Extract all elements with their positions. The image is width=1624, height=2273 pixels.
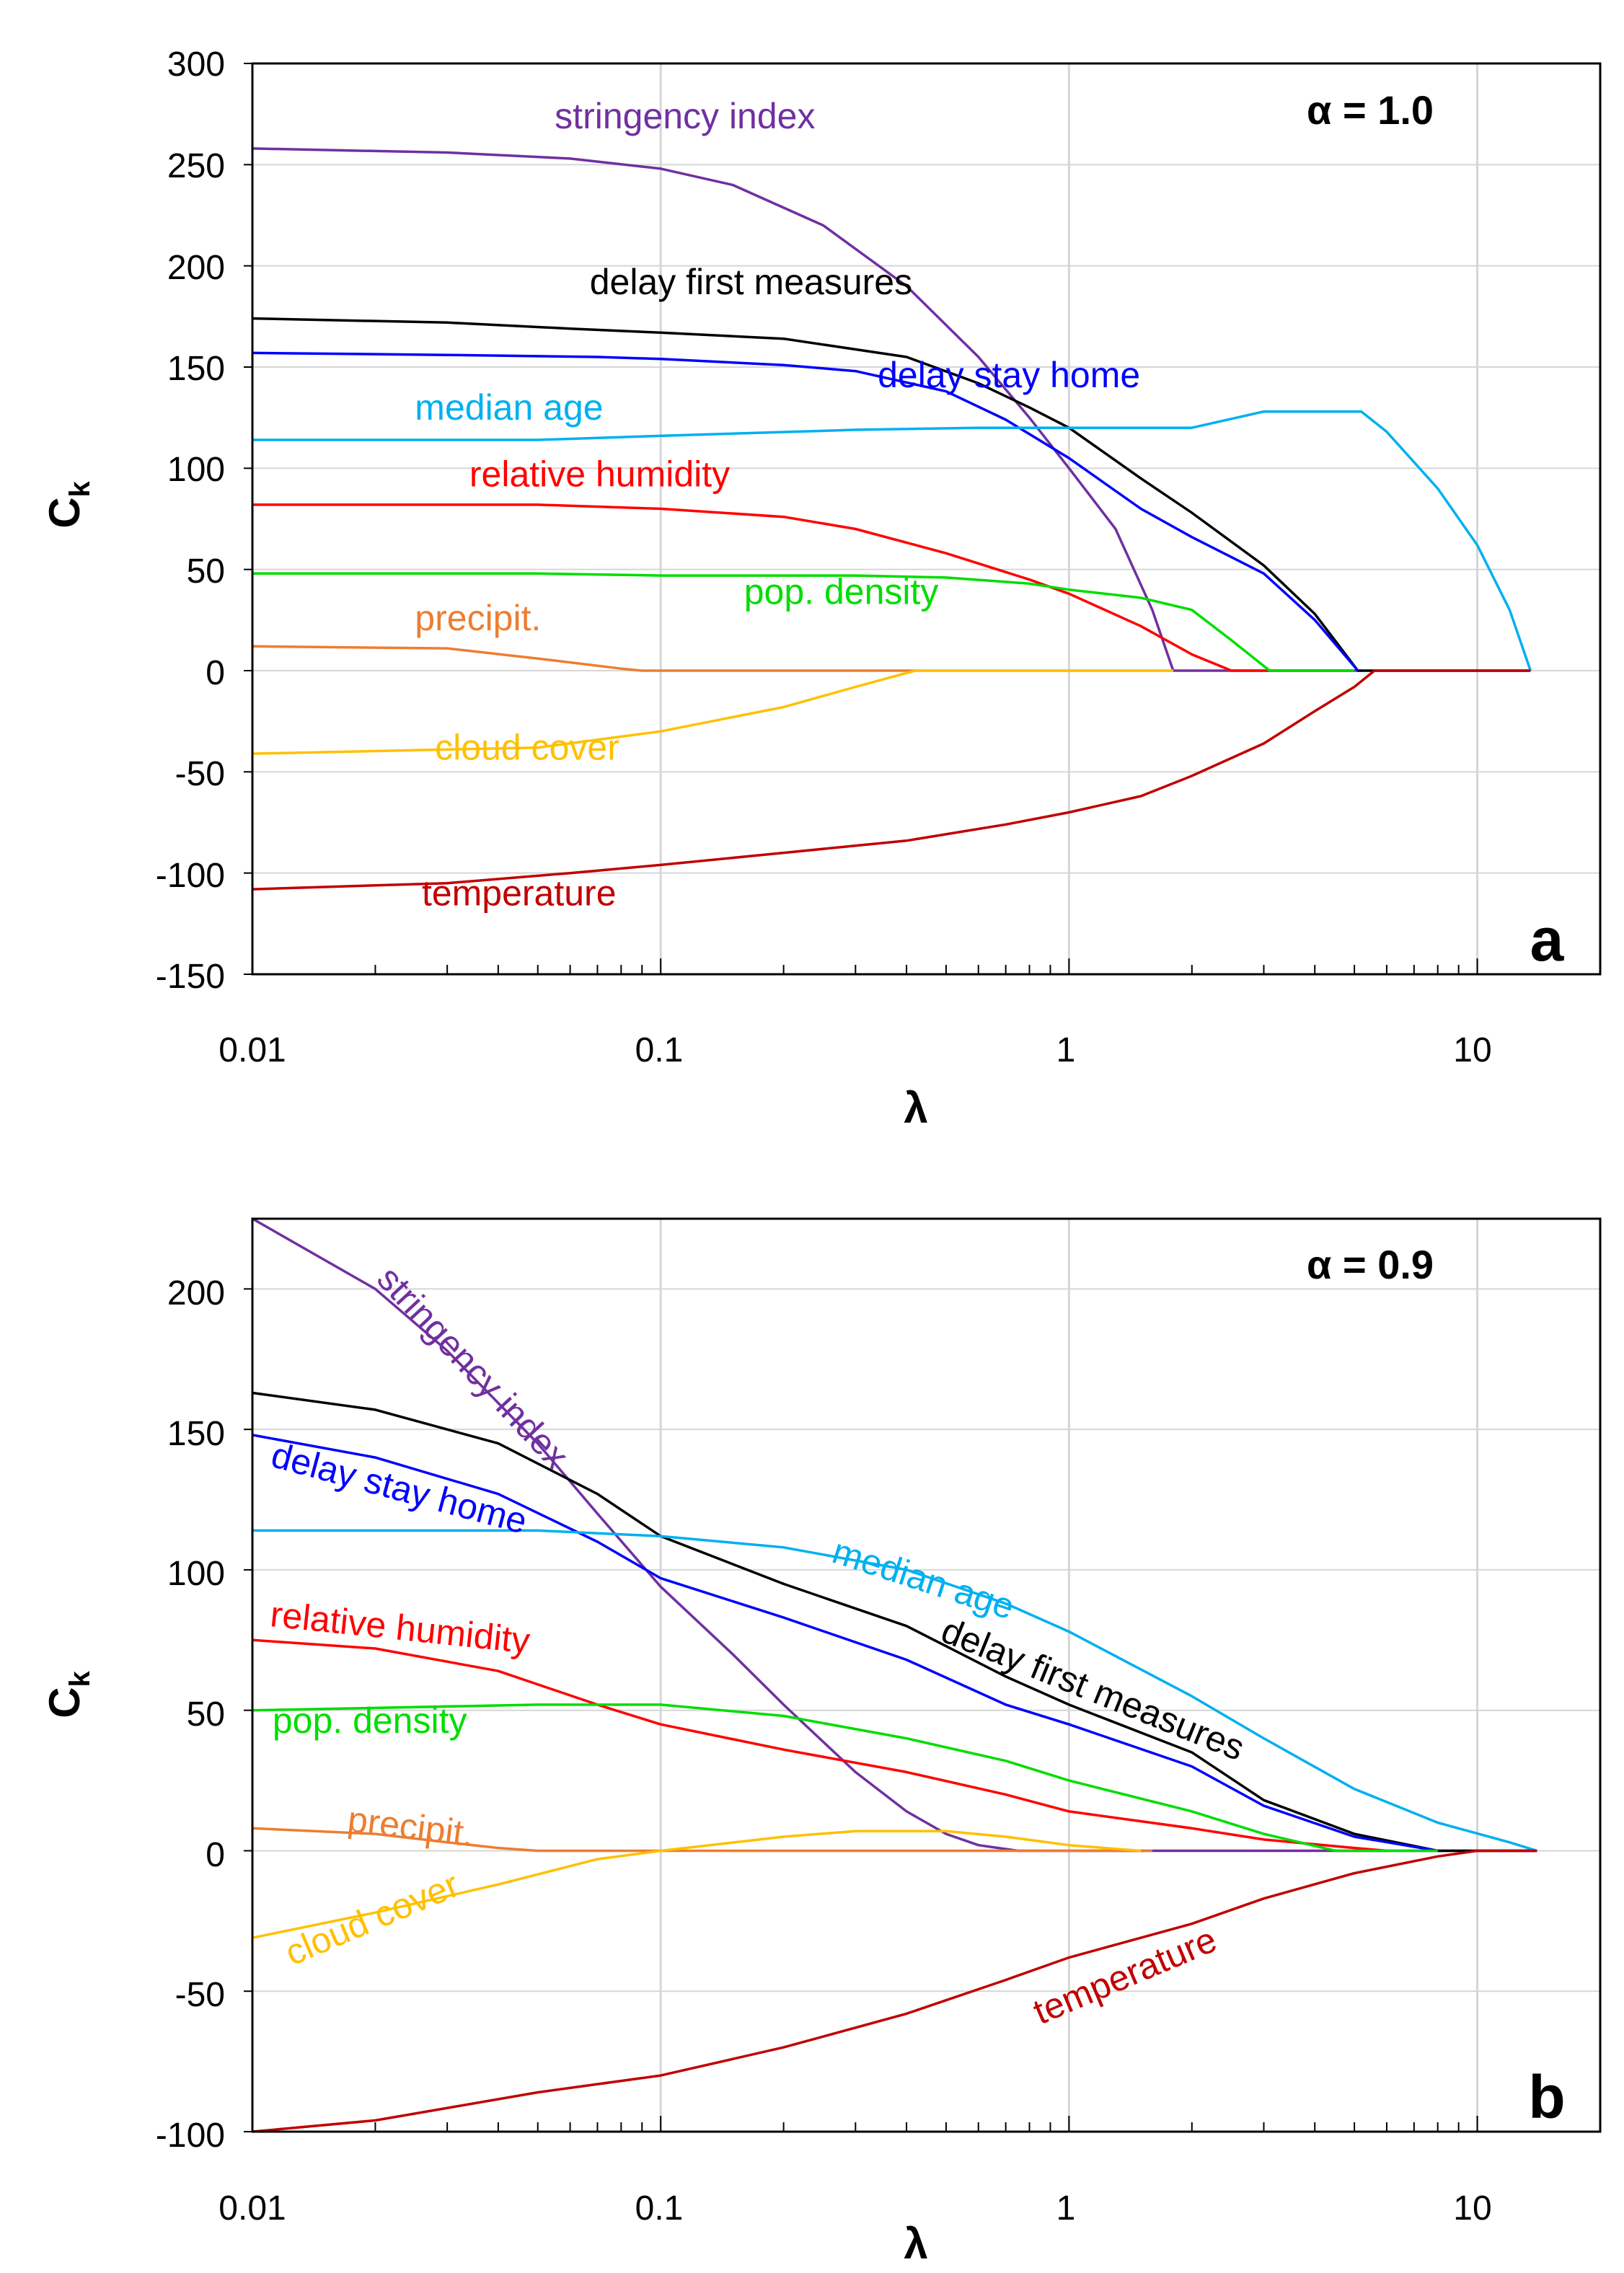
x-tick-labels: 0.01 0.1 1 10 [219,2189,1491,2228]
series-line-delay-first-measures [252,1391,1537,1853]
series-line-delay-stay-home [252,351,1359,672]
series-label-cloud-cover: cloud cover [279,1864,464,1973]
y-tick-label: 0 [206,1836,225,1874]
y-tick-label: 300 [167,45,225,84]
series-line-median-age [252,1529,1537,1853]
series-line-median-age [252,410,1532,671]
x-tick-label: 10 [1453,1031,1491,1069]
y-tick-label: 250 [167,147,225,185]
panel-background [0,0,1624,1154]
series-label-relative-humidity: relative humidity [268,1594,531,1661]
series-line-temperature [252,1849,1537,2133]
y-tick-label: -50 [175,755,225,793]
alpha-annotation: α = 0.9 [1307,1242,1434,1287]
x-tick-label: 1 [1056,2189,1076,2228]
series-line-cloud-cover [252,1830,1142,1939]
x-tick-label: 0.1 [635,1031,684,1069]
series-line-stringency-index [252,1217,1537,1853]
y-axis-label-subscript: k [64,1670,96,1687]
series-line-relative-humidity [252,503,1355,672]
x-tick-label: 10 [1453,2189,1491,2228]
y-tick-label: -100 [156,857,225,895]
series-line-precipit [252,1827,1152,1853]
series-label-delay-stay-home: delay stay home [268,1434,531,1541]
series-label-pop-density: pop. density [273,1700,467,1741]
y-tick-label: 50 [187,1695,225,1734]
series-label-median-age: median age [828,1530,1020,1627]
panel-letter: b [1528,2063,1565,2131]
series-label-delay-first-measures: delay first measures [936,1610,1250,1769]
chart-panel-b: 200 150 100 50 0 -50 -100 0.01 0.1 1 10 … [40,1217,1602,2268]
series-label-pop-density: pop. density [744,571,939,612]
series-label-precipit: precipit. [415,598,541,638]
chart-panel-a: 300 250 200 150 100 50 0 -50 -100 -150 0… [0,0,1624,1154]
series-line-relative-humidity [252,1638,1387,1853]
y-tick-label: -150 [156,958,225,996]
y-tick-label: 200 [167,1274,225,1312]
series-label-stringency-index: stringency index [555,96,815,136]
y-tick-label: 150 [167,1415,225,1453]
y-axis-label: Ck [40,480,96,528]
series-line-delay-first-measures [252,317,1531,672]
x-axis-label: λ [904,2220,927,2268]
y-axis-label-main: C [40,1687,89,1718]
y-tick-labels: 300 250 200 150 100 50 0 -50 -100 -150 [156,45,225,996]
x-tick-label: 1 [1056,1031,1076,1069]
x-tick-labels: 0.01 0.1 1 10 [219,1031,1491,1069]
series-line-precipit [252,645,1173,672]
grid-lines [244,63,1601,975]
y-tick-label: 150 [167,350,225,388]
series-labels: stringency index delay first measures dela… [415,96,1140,914]
series-label-median-age: median age [415,387,603,428]
y-tick-label: 0 [206,654,225,692]
series-label-precipit: precipit. [345,1799,476,1855]
series-label-cloud-cover: cloud cover [435,727,619,767]
y-axis-label-main: C [40,497,89,528]
x-tick-label: 0.1 [635,2189,684,2228]
series-line-pop-density [252,1703,1438,1853]
y-tick-labels: 200 150 100 50 0 -50 -100 [156,1274,225,2155]
x-axis-label: λ [904,1084,927,1132]
series-label-temperature: temperature [1028,1919,1222,2032]
y-tick-label: 50 [187,552,225,591]
series-label-delay-first-measures: delay first measures [590,262,912,302]
alpha-annotation: α = 1.0 [1307,87,1434,133]
y-tick-label: 100 [167,451,225,489]
series-line-cloud-cover [252,669,1173,755]
y-tick-label: -50 [175,1976,225,2014]
series-label-temperature: temperature [422,873,617,914]
x-tick-label: 0.01 [219,2189,286,2228]
y-axis-label: Ck [40,1670,96,1718]
series-lines [252,147,1532,891]
plot-frame [251,1217,1602,2133]
y-tick-label: -100 [156,2117,225,2155]
series-label-stringency-index: stringency index [369,1258,576,1476]
series-labels: stringency index delay first measures dela… [268,1258,1250,2032]
series-label-delay-stay-home: delay stay home [878,355,1140,395]
series-line-delay-stay-home [252,1434,1438,1853]
series-label-relative-humidity: relative humidity [469,454,730,495]
x-tick-label: 0.01 [219,1031,286,1069]
panel-letter: a [1530,906,1565,974]
y-axis-label-subscript: k [64,480,96,497]
series-line-stringency-index [252,147,1362,672]
plot-frame [251,62,1602,976]
series-line-temperature [252,669,1531,891]
y-tick-label: 200 [167,249,225,287]
y-tick-label: 100 [167,1555,225,1593]
series-lines [252,1217,1537,2133]
series-line-pop-density [252,572,1355,672]
